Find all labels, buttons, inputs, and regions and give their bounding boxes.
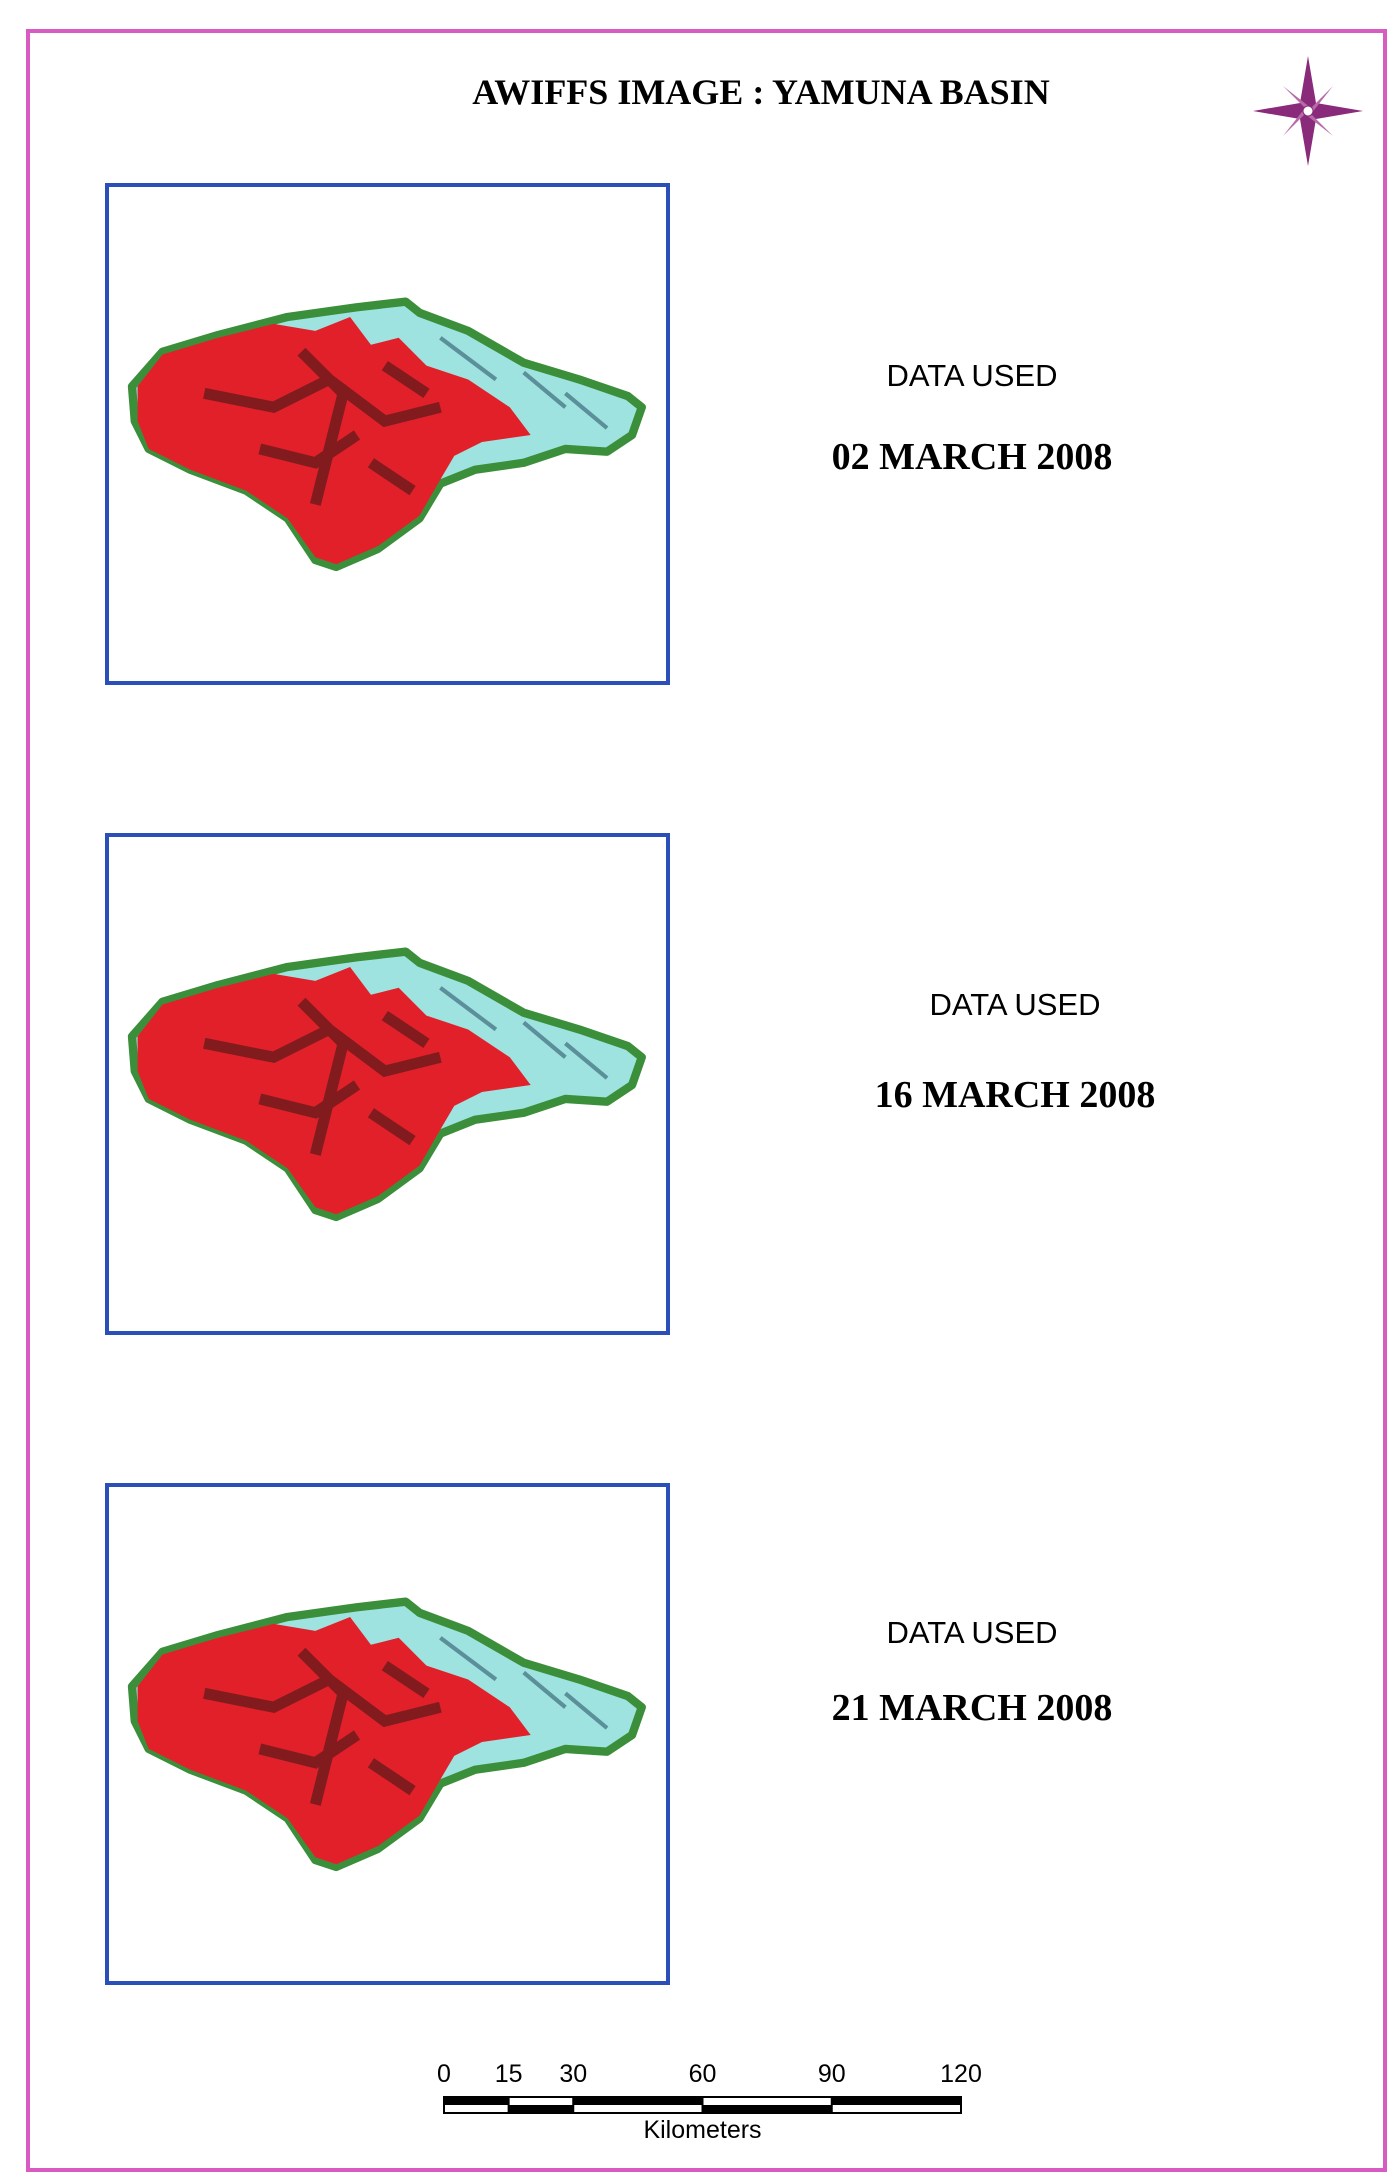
scale-tick-label: 60 [689, 2060, 717, 2088]
data-date: 02 MARCH 2008 [832, 436, 1113, 478]
data-date: 16 MARCH 2008 [875, 1074, 1156, 1116]
scale-tick-label: 30 [559, 2060, 587, 2088]
scale-segment [444, 2097, 509, 2105]
scale-tick-label: 15 [495, 2060, 523, 2088]
data-label: DATA USED [886, 1615, 1057, 1650]
data-label: DATA USED [886, 358, 1057, 393]
data-label: DATA USED [929, 987, 1100, 1022]
scale-tick-label: 90 [818, 2060, 846, 2088]
scale-segment [508, 2105, 574, 2113]
scale-unit: Kilometers [643, 2116, 761, 2144]
scale-tick-label: 0 [437, 2060, 451, 2088]
north-arrow [1253, 56, 1363, 166]
page-border [26, 29, 1387, 2172]
scale-bar: 0 15 30 60 90 120 Kilometers [437, 2060, 982, 2144]
scale-segment [831, 2097, 961, 2105]
scale-segment [573, 2097, 703, 2105]
scale-tick-label: 120 [940, 2060, 982, 2088]
data-date: 21 MARCH 2008 [832, 1687, 1113, 1729]
map-title: AWIFFS IMAGE : YAMUNA BASIN [472, 72, 1049, 112]
scale-segment [702, 2105, 832, 2113]
